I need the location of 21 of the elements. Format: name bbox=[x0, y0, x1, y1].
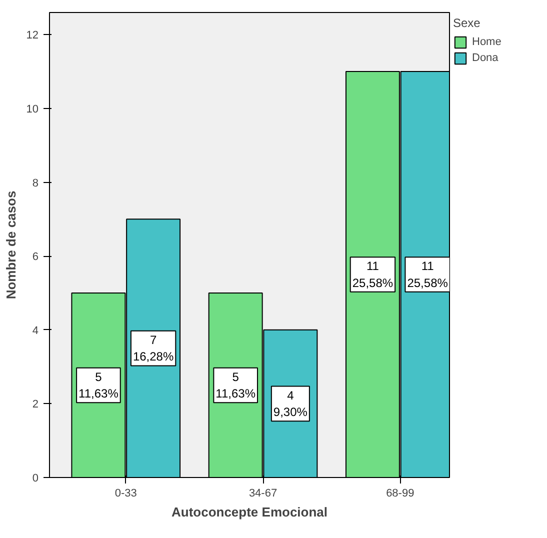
legend-label: Dona bbox=[472, 52, 498, 64]
x-axis-title: Autoconcepte Emocional bbox=[171, 504, 328, 520]
y-axis-title: Nombre de casos bbox=[3, 190, 18, 300]
y-tick-label: 2 bbox=[32, 398, 39, 411]
data-label: 5 11,63% bbox=[78, 370, 119, 401]
y-tick-label: 6 bbox=[32, 251, 39, 264]
y-tick-label: 4 bbox=[32, 324, 39, 337]
data-label: 5 11,63% bbox=[216, 370, 256, 401]
y-tick-label: 12 bbox=[26, 30, 39, 42]
data-label: 7 16,28% bbox=[132, 332, 174, 364]
data-label: 4 9,30% bbox=[273, 388, 308, 420]
y-tick-label: 0 bbox=[32, 472, 39, 484]
legend-title: Sexe bbox=[453, 16, 482, 30]
legend-label: Home bbox=[472, 36, 502, 48]
data-label: 11 25,58% bbox=[407, 259, 448, 290]
data-label: 11 25,58% bbox=[352, 259, 394, 290]
x-tick-label: 0-33 bbox=[114, 488, 137, 500]
x-tick-label: 68-99 bbox=[386, 488, 414, 500]
x-tick-label: 34-67 bbox=[248, 488, 278, 500]
y-tick-label: 10 bbox=[26, 103, 39, 116]
y-tick-label: 8 bbox=[32, 177, 39, 190]
